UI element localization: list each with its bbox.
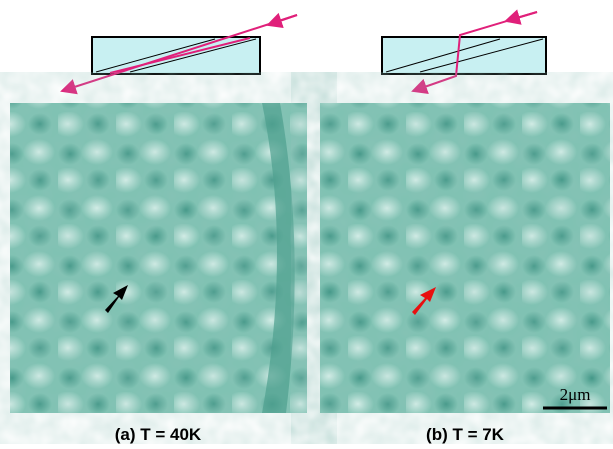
panel-b-image: 2μm xyxy=(320,103,610,413)
figure: 2μm (a) T = 40K (b) T = 7K xyxy=(0,0,613,449)
scale-label: 2μm xyxy=(560,385,591,404)
caption: (a) T = 40K xyxy=(115,425,202,444)
caption: (b) T = 7K xyxy=(426,425,505,444)
diagram-a xyxy=(62,15,297,91)
panel-a-image xyxy=(10,103,307,413)
diagram-b xyxy=(382,12,546,91)
